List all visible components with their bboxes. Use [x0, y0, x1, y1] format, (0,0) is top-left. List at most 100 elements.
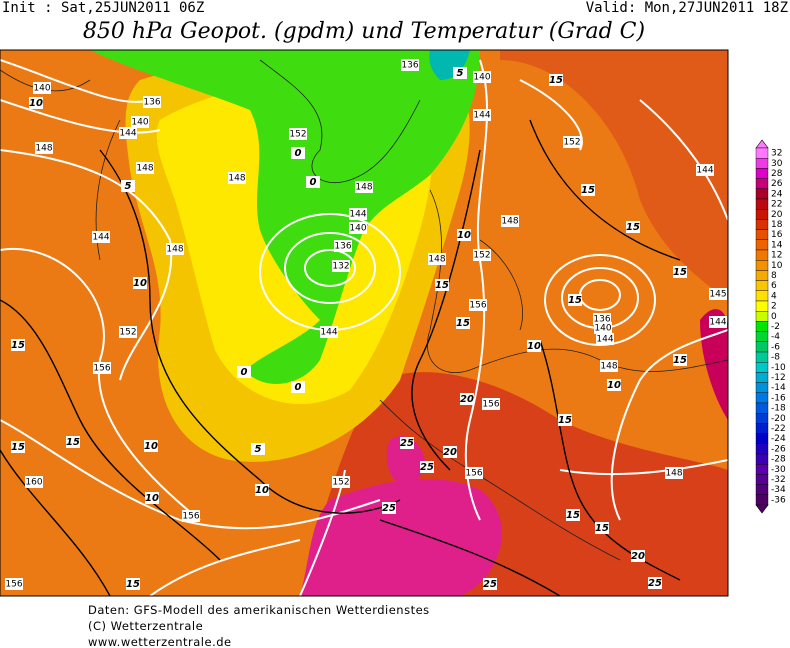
- geopotential-label: 156: [469, 301, 486, 311]
- colorbar-arrow-bottom: [755, 504, 769, 514]
- temperature-label: 15: [673, 355, 687, 366]
- geopotential-contour: [0, 59, 381, 596]
- temperature-label-box: [133, 277, 147, 289]
- temperature-label: 10: [607, 380, 621, 391]
- temperature-label: 10: [144, 441, 158, 452]
- geopotential-label-box: [665, 467, 683, 479]
- temperature-label-box: [11, 339, 25, 351]
- temperature-label: 20: [631, 551, 645, 562]
- geopotential-label-box: [332, 476, 350, 488]
- geopotential-label: 144: [596, 335, 613, 345]
- colorbar-swatch: [755, 198, 769, 210]
- geopotential-label-box: [473, 109, 491, 121]
- geopotential-label: 132: [332, 262, 349, 272]
- temperature-label-box: [420, 461, 434, 473]
- temperature-label: 0: [241, 367, 248, 378]
- geopotential-label: 152: [289, 130, 306, 140]
- geopotential-label: 152: [563, 138, 580, 148]
- temperature-label-box: [483, 578, 497, 590]
- geopotential-label-box: [93, 362, 111, 374]
- temperature-label: 25: [382, 503, 396, 514]
- warm-field-north: [500, 50, 728, 300]
- temperature-label: 10: [255, 485, 269, 496]
- geopotential-label-box: [401, 59, 419, 71]
- colorbar-swatch: [755, 239, 769, 251]
- colorbar-label: 4: [771, 291, 777, 301]
- temperature-label-box: [673, 266, 687, 278]
- map-area: [0, 50, 728, 596]
- temperature-label: 15: [566, 510, 580, 521]
- geopotential-label: 148: [600, 362, 617, 372]
- geopotential-label-box: [473, 71, 491, 83]
- temperature-label: 0: [310, 177, 317, 188]
- colorbar-swatch: [755, 208, 769, 220]
- colorbar-swatch: [755, 464, 769, 475]
- colorbar-swatch: [755, 362, 769, 373]
- colorbar: 32302826242220181614121086420-2-4-6-8-10…: [755, 139, 786, 514]
- temperature-label-box: [291, 147, 305, 159]
- temperature-label: 15: [435, 280, 449, 291]
- colorbar-swatch: [755, 311, 769, 322]
- colorbar-label: -14: [771, 383, 786, 393]
- temperature-label-box: [457, 229, 471, 241]
- temperature-label: 5: [125, 181, 132, 192]
- geopotential-label: 148: [166, 245, 183, 255]
- colorbar-swatch: [755, 229, 769, 241]
- colorbar-label: 6: [771, 281, 777, 291]
- geopotential-label-box: [696, 164, 714, 176]
- geopotential-label-box: [334, 240, 352, 252]
- geopotential-label: 156: [182, 512, 199, 522]
- cold-field: [90, 50, 480, 384]
- temperature-label-box: [566, 509, 580, 521]
- colorbar-swatch: [755, 423, 769, 434]
- temperature-label-box: [382, 502, 396, 514]
- temperature-label-box: [648, 577, 662, 589]
- colorbar-swatch: [755, 402, 769, 414]
- geopotential-label-box: [25, 476, 43, 488]
- geopotential-label: 156: [482, 400, 499, 410]
- colorbar-swatch: [755, 494, 769, 506]
- temperature-label-box: [144, 440, 158, 452]
- temperature-label-box: [558, 414, 572, 426]
- geopotential-label-box: [596, 333, 614, 345]
- colorbar-label: 0: [771, 312, 777, 322]
- colorbar-swatch: [755, 433, 769, 445]
- temperature-label: 15: [595, 523, 609, 534]
- colorbar-label: -8: [771, 353, 780, 363]
- geopotential-label: 148: [355, 183, 372, 193]
- geopotential-contour: [284, 232, 376, 304]
- colorbar-label: 24: [771, 189, 783, 199]
- geopotential-label-box: [594, 322, 612, 334]
- temperature-label: 5: [457, 68, 464, 79]
- geopotential-label-box: [119, 326, 137, 338]
- geopotential-label: 148: [665, 469, 682, 479]
- colorbar-swatch: [755, 392, 769, 404]
- temperature-label-box: [29, 97, 43, 109]
- colorbar-swatch: [755, 280, 769, 292]
- temperature-label-box: [121, 180, 135, 192]
- geopotential-label: 144: [92, 233, 109, 243]
- temperature-label: 15: [11, 340, 25, 351]
- colorbar-label: -12: [771, 373, 786, 383]
- geopotential-label: 140: [349, 224, 366, 234]
- temperature-label-box: [255, 484, 269, 496]
- temperature-label: 25: [483, 579, 497, 590]
- temperature-label: 15: [66, 437, 80, 448]
- temperature-label-box: [66, 436, 80, 448]
- temperature-label: 10: [133, 278, 147, 289]
- colorbar-label: -18: [771, 404, 786, 414]
- geopotential-label: 144: [709, 318, 726, 328]
- geopotential-label-box: [600, 360, 618, 372]
- geopotential-contour: [304, 249, 356, 287]
- colorbar-swatch: [755, 219, 769, 230]
- colorbar-swatch: [755, 157, 769, 169]
- colorbar-swatch: [755, 168, 769, 179]
- geopotential-label: 140: [473, 73, 490, 83]
- geopotential-label: 144: [119, 129, 136, 139]
- geopotential-label: 156: [5, 580, 22, 590]
- colorbar-label: -24: [771, 434, 786, 444]
- colorbar-label: -34: [771, 485, 786, 495]
- colorbar-swatch: [755, 260, 769, 271]
- temperature-label: 15: [11, 442, 25, 453]
